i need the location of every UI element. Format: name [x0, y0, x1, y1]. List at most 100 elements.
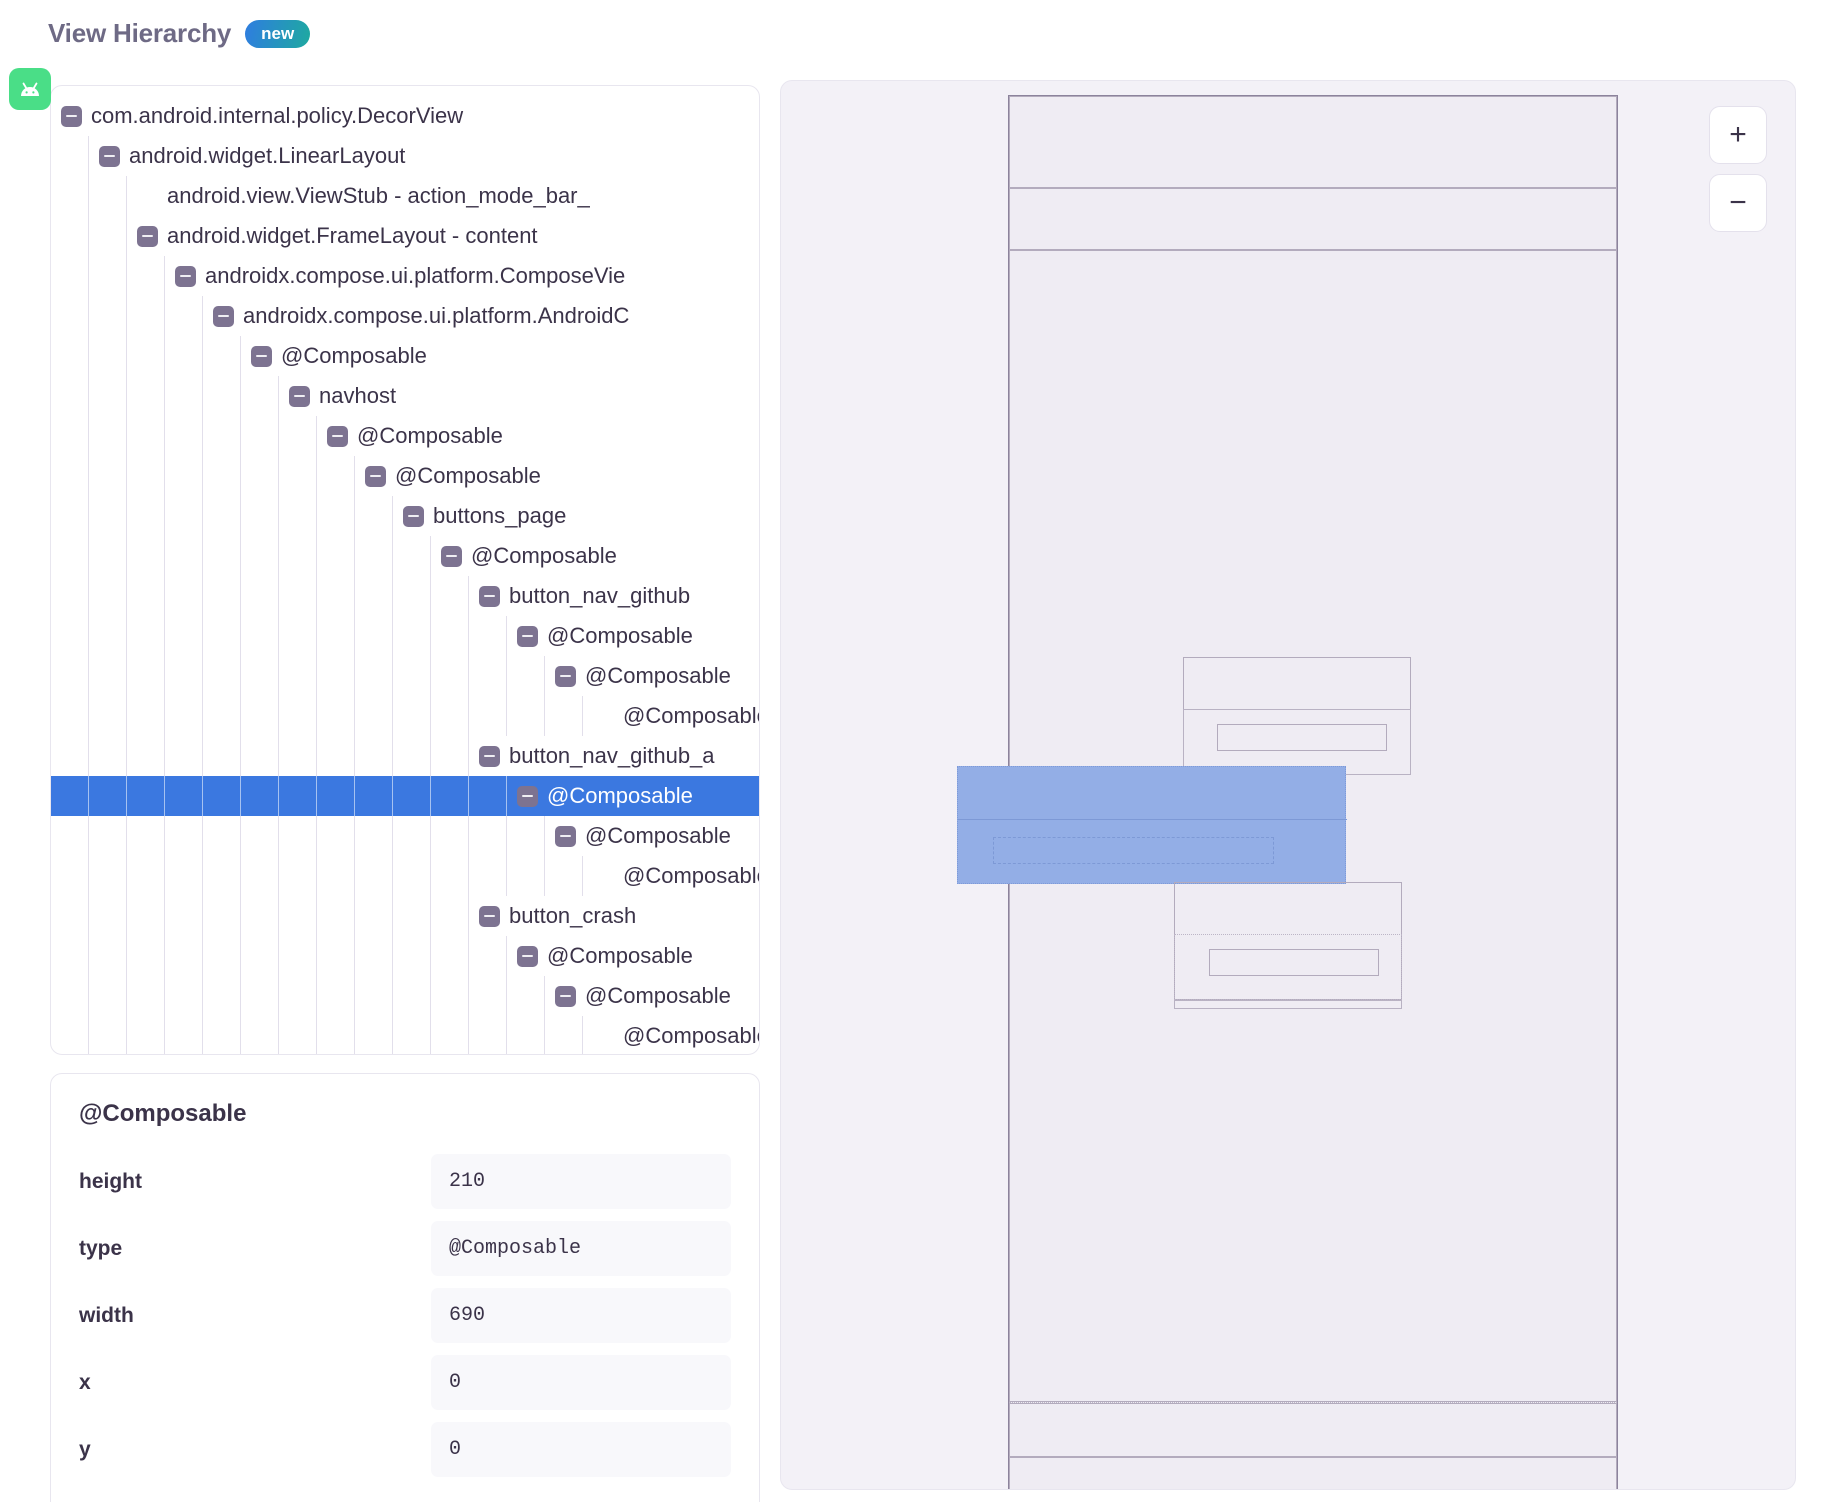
tree-indent-guides — [51, 776, 507, 816]
tree-node[interactable]: @Composable — [51, 416, 759, 456]
indent-guide — [241, 376, 279, 416]
tree-node-label: androidx.compose.ui.platform.AndroidC — [243, 303, 630, 328]
zoom-in-button[interactable]: + — [1709, 106, 1767, 164]
indent-guide — [355, 616, 393, 656]
device-status-bar — [1009, 96, 1617, 188]
indent-guide — [89, 896, 127, 936]
collapse-toggle-icon[interactable] — [61, 105, 82, 127]
collapse-toggle-icon[interactable] — [555, 665, 576, 687]
tree-node-content: @Composable — [365, 465, 541, 487]
tree-node[interactable]: android.view.ViewStub - action_mode_bar_ — [51, 176, 759, 216]
tree-node[interactable]: @Composable — [51, 536, 759, 576]
collapse-toggle-icon[interactable] — [175, 265, 196, 287]
tree-node-content: android.widget.FrameLayout - content — [137, 225, 538, 247]
tree-node[interactable]: @Composable — [51, 1016, 759, 1054]
tree-node[interactable]: @Composable — [51, 936, 759, 976]
tree-node-label: button_nav_github — [509, 583, 691, 608]
indent-guide — [51, 376, 89, 416]
tree-node[interactable]: androidx.compose.ui.platform.ComposeVie — [51, 256, 759, 296]
tree-node-content: @Composable — [441, 545, 617, 567]
collapse-toggle-icon[interactable] — [517, 785, 538, 807]
view-hierarchy-tree[interactable]: com.android.internal.policy.DecorView and… — [50, 85, 760, 1055]
property-key: type — [79, 1236, 123, 1260]
tree-indent-guides — [51, 456, 355, 496]
tree-node[interactable]: @Composable — [51, 456, 759, 496]
indent-guide — [89, 536, 127, 576]
indent-guide — [203, 896, 241, 936]
tree-node[interactable]: button_nav_github — [51, 576, 759, 616]
indent-guide — [127, 696, 165, 736]
collapse-toggle-icon[interactable] — [99, 145, 120, 167]
tree-indent-guides — [51, 736, 469, 776]
collapse-toggle-icon[interactable] — [289, 385, 310, 407]
tree-node[interactable]: @Composable — [51, 696, 759, 736]
indent-guide — [393, 616, 431, 656]
tree-node[interactable]: navhost — [51, 376, 759, 416]
indent-guide — [165, 856, 203, 896]
tree-node-content: navhost — [289, 385, 396, 407]
indent-guide — [317, 496, 355, 536]
tree-node-content: androidx.compose.ui.platform.ComposeVie — [175, 265, 625, 287]
zoom-controls: + − — [1709, 106, 1767, 232]
tree-node-label: @Composable — [585, 663, 731, 688]
tree-node[interactable]: @Composable — [51, 976, 759, 1016]
collapse-toggle-icon[interactable] — [479, 745, 500, 767]
indent-guide — [507, 696, 545, 736]
tree-node[interactable]: android.widget.FrameLayout - content — [51, 216, 759, 256]
tree-node-label: @Composable — [357, 423, 503, 448]
tree-indent-guides — [51, 136, 89, 176]
collapse-toggle-icon[interactable] — [251, 345, 272, 367]
indent-guide — [317, 856, 355, 896]
indent-guide — [469, 816, 507, 856]
indent-guide — [279, 536, 317, 576]
indent-guide — [127, 456, 165, 496]
collapse-toggle-icon[interactable] — [365, 465, 386, 487]
indent-guide — [89, 256, 127, 296]
tree-node[interactable]: @Composable — [51, 336, 759, 376]
device-screen[interactable] — [957, 95, 1618, 1489]
collapse-toggle-icon[interactable] — [555, 985, 576, 1007]
indent-guide — [127, 416, 165, 456]
tree-node-label: @Composable — [585, 823, 731, 848]
indent-guide — [317, 536, 355, 576]
tree-node[interactable]: @Composable — [51, 616, 759, 656]
tree-node-content: @Composable — [593, 703, 760, 728]
indent-guide — [51, 336, 89, 376]
tree-node[interactable]: button_crash — [51, 896, 759, 936]
collapse-toggle-icon[interactable] — [555, 825, 576, 847]
collapse-toggle-icon[interactable] — [213, 305, 234, 327]
tree-node[interactable]: com.android.internal.policy.DecorView — [51, 96, 759, 136]
tree-node-content: @Composable — [517, 945, 693, 967]
indent-guide — [279, 576, 317, 616]
tree-node[interactable]: @Composable — [51, 816, 759, 856]
page-header: View Hierarchy new — [48, 18, 311, 49]
tree-node[interactable]: @Composable — [51, 656, 759, 696]
collapse-toggle-icon[interactable] — [441, 545, 462, 567]
indent-guide — [393, 736, 431, 776]
indent-guide — [127, 776, 165, 816]
collapse-toggle-icon[interactable] — [517, 625, 538, 647]
tree-node[interactable]: buttons_page — [51, 496, 759, 536]
collapse-toggle-icon[interactable] — [479, 905, 500, 927]
tree-node[interactable]: button_nav_github_a — [51, 736, 759, 776]
tree-node[interactable]: androidx.compose.ui.platform.AndroidC — [51, 296, 759, 336]
tree-node-content: @Composable — [517, 785, 693, 807]
indent-guide — [89, 976, 127, 1016]
indent-guide — [279, 736, 317, 776]
tree-node[interactable]: android.widget.LinearLayout — [51, 136, 759, 176]
indent-guide — [89, 1016, 127, 1054]
zoom-out-button[interactable]: − — [1709, 174, 1767, 232]
tree-node-selected[interactable]: @Composable — [51, 776, 759, 816]
collapse-toggle-icon[interactable] — [137, 225, 158, 247]
tree-node-label: @Composable — [623, 703, 760, 728]
tree-node-content: @Composable — [555, 665, 731, 687]
collapse-toggle-icon[interactable] — [479, 585, 500, 607]
collapse-toggle-icon[interactable] — [403, 505, 424, 527]
tree-node[interactable]: @Composable — [51, 856, 759, 896]
collapse-toggle-icon[interactable] — [517, 945, 538, 967]
property-key: y — [79, 1437, 91, 1461]
device-preview-panel[interactable]: + − — [780, 80, 1796, 1490]
indent-guide — [545, 856, 583, 896]
collapse-toggle-icon[interactable] — [327, 425, 348, 447]
